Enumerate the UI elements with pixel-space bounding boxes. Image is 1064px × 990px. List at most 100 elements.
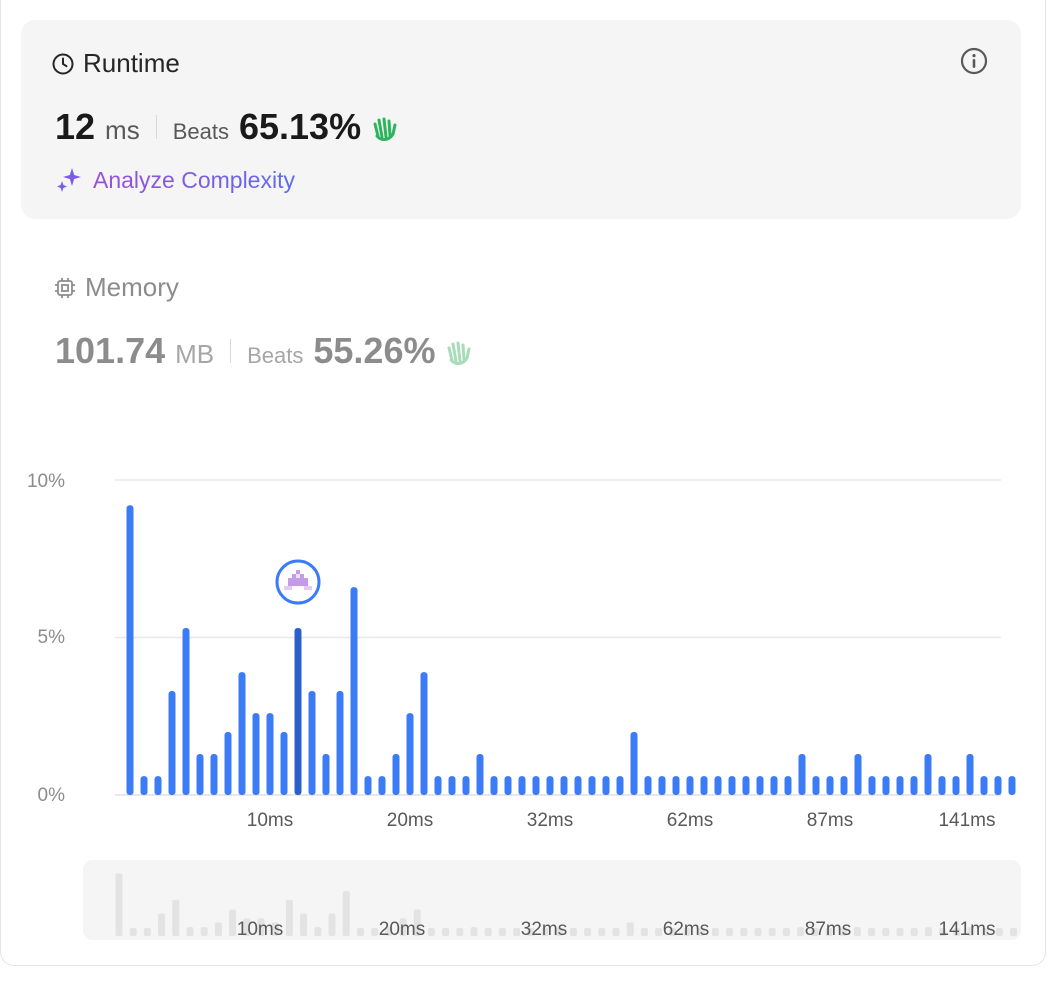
chart-bar[interactable]	[952, 776, 960, 795]
brush-bar	[328, 913, 336, 936]
chart-bar[interactable]	[798, 754, 806, 795]
chart-bar[interactable]	[602, 776, 610, 795]
chart-bar[interactable]	[364, 776, 372, 795]
chart-bar[interactable]	[448, 776, 456, 795]
chart-bar[interactable]	[266, 713, 274, 795]
chart-bar[interactable]	[476, 754, 484, 795]
brush-bar	[541, 928, 549, 936]
chart-bar[interactable]	[504, 776, 512, 795]
chart-bar[interactable]	[238, 672, 246, 795]
runtime-distribution-chart[interactable]: 10% 5% 0% 10ms 20ms 32ms 62ms 87ms 141ms	[1, 440, 1047, 840]
chart-bar[interactable]	[714, 776, 722, 795]
chart-bar[interactable]	[742, 776, 750, 795]
chart-bar[interactable]	[462, 776, 470, 795]
chart-bar[interactable]	[896, 776, 904, 795]
chart-bar[interactable]	[910, 776, 918, 795]
chart-bar[interactable]	[532, 776, 540, 795]
chart-bar[interactable]	[770, 776, 778, 795]
x-tick-label: 20ms	[387, 810, 433, 831]
brush-x-tick-label: 87ms	[805, 919, 851, 940]
range-brush[interactable]: 10ms 20ms 32ms 62ms 87ms 141ms	[83, 860, 1021, 940]
chart-bar[interactable]	[588, 776, 596, 795]
chart-bar[interactable]	[434, 776, 442, 795]
chart-bar[interactable]	[546, 776, 554, 795]
chart-bar[interactable]	[140, 776, 148, 795]
runtime-card[interactable]: Runtime 12 ms Beats 65.13% Analyze Compl…	[21, 20, 1021, 219]
brush-bar	[527, 928, 535, 936]
chart-bar[interactable]	[644, 776, 652, 795]
brush-bar	[853, 927, 861, 936]
chart-bar[interactable]	[630, 732, 638, 795]
chart-bar[interactable]	[994, 776, 1002, 795]
chart-bar[interactable]	[210, 754, 218, 795]
brush-bar	[811, 928, 819, 936]
memory-header[interactable]: Memory	[53, 272, 179, 303]
chart-bar[interactable]	[294, 628, 302, 795]
chart-bar[interactable]	[420, 672, 428, 795]
info-icon[interactable]	[959, 46, 989, 76]
chart-bar[interactable]	[490, 776, 498, 795]
chart-bar[interactable]	[812, 776, 820, 795]
chart-bar[interactable]	[938, 776, 946, 795]
user-avatar-marker[interactable]	[275, 559, 321, 605]
chart-bar[interactable]	[154, 776, 162, 795]
chart-bar[interactable]	[308, 691, 316, 795]
brush-bar	[470, 927, 478, 936]
chart-bar[interactable]	[1008, 776, 1016, 795]
brush-bar	[314, 927, 322, 936]
chart-bar[interactable]	[392, 754, 400, 795]
chart-bar[interactable]	[224, 732, 232, 795]
chart-bar[interactable]	[518, 776, 526, 795]
chart-bar[interactable]	[168, 691, 176, 795]
chart-bar[interactable]	[672, 776, 680, 795]
analyze-complexity-label: Analyze Complexity	[93, 166, 295, 193]
brush-bar	[754, 928, 762, 936]
chart-bar[interactable]	[280, 732, 288, 795]
brush-bar	[555, 928, 563, 936]
chart-bar[interactable]	[616, 776, 624, 795]
chart-bar[interactable]	[560, 776, 568, 795]
chart-bar[interactable]	[406, 713, 414, 795]
chart-bar[interactable]	[826, 776, 834, 795]
brush-bar	[498, 928, 506, 936]
brush-bar	[158, 913, 166, 936]
memory-beats-label: Beats	[247, 343, 304, 368]
chart-bar[interactable]	[784, 776, 792, 795]
brush-bar	[115, 873, 123, 936]
chart-bar[interactable]	[322, 754, 330, 795]
chart-bar[interactable]	[336, 691, 344, 795]
brush-bar	[271, 922, 279, 936]
chart-bar[interactable]	[182, 628, 190, 795]
analyze-complexity-button[interactable]: Analyze Complexity	[55, 166, 295, 194]
brush-bar	[413, 909, 421, 936]
brush-bar	[285, 899, 293, 936]
chart-bar[interactable]	[966, 754, 974, 795]
brush-bar	[129, 928, 137, 936]
clock-icon	[52, 53, 74, 74]
x-tick-label: 141ms	[938, 810, 995, 831]
brush-bar	[797, 927, 805, 936]
chart-bar[interactable]	[756, 776, 764, 795]
brush-bar	[726, 928, 734, 936]
chart-bar[interactable]	[126, 505, 134, 795]
sparkle-icon	[57, 168, 81, 192]
chart-bar[interactable]	[980, 776, 988, 795]
chart-bar[interactable]	[196, 754, 204, 795]
chart-bar[interactable]	[658, 776, 666, 795]
chart-bar[interactable]	[728, 776, 736, 795]
brush-bar	[953, 928, 961, 936]
memory-stat-row: 101.74 MB Beats 55.26%	[55, 330, 475, 372]
brush-bar	[896, 928, 904, 936]
chart-bar[interactable]	[574, 776, 582, 795]
chart-bar[interactable]	[686, 776, 694, 795]
chart-bar[interactable]	[882, 776, 890, 795]
chart-bar[interactable]	[854, 754, 862, 795]
chart-bar[interactable]	[924, 754, 932, 795]
chart-bar[interactable]	[840, 776, 848, 795]
chart-bar[interactable]	[350, 587, 358, 795]
chart-bar[interactable]	[378, 776, 386, 795]
chart-bar[interactable]	[700, 776, 708, 795]
chart-bar[interactable]	[252, 713, 260, 795]
brush-x-tick-label: 32ms	[521, 919, 567, 940]
chart-bar[interactable]	[868, 776, 876, 795]
